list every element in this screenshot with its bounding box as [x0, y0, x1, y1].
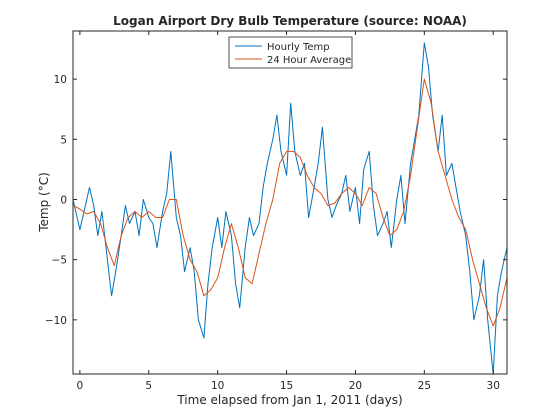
y-tick-label: 0 — [60, 194, 67, 206]
x-tick-label: 20 — [349, 380, 362, 392]
x-axis-label: Time elapsed from Jan 1, 2011 (days) — [176, 393, 402, 407]
plot-area-frame — [72, 30, 508, 375]
y-tick-label: 5 — [60, 134, 67, 146]
legend: Hourly Temp 24 Hour Average — [228, 36, 353, 69]
y-tick-label: 10 — [54, 74, 67, 86]
series-line-24-hour-average — [72, 78, 508, 327]
x-tick-label: 0 — [77, 380, 84, 392]
plot-area-background — [73, 31, 507, 374]
x-tick-label: 5 — [145, 380, 152, 392]
series-layer — [72, 42, 508, 375]
ticks-layer: 0 5 10 15 20 25 30 −10 −5 0 5 10 — [45, 31, 507, 392]
legend-box — [228, 36, 353, 69]
x-tick-label: 10 — [211, 380, 224, 392]
x-tick-label: 25 — [418, 380, 431, 392]
chart-title: Logan Airport Dry Bulb Temperature (sour… — [113, 14, 467, 28]
x-tick-label: 30 — [487, 380, 500, 392]
legend-label-24-hour-average: 24 Hour Average — [267, 55, 351, 66]
y-tick-label: −5 — [52, 255, 67, 267]
y-tick-label: −10 — [45, 315, 67, 327]
x-tick-label: 15 — [280, 380, 293, 392]
legend-label-hourly-temp: Hourly Temp — [267, 42, 330, 53]
y-axis-label: Temp (°C) — [37, 172, 51, 233]
